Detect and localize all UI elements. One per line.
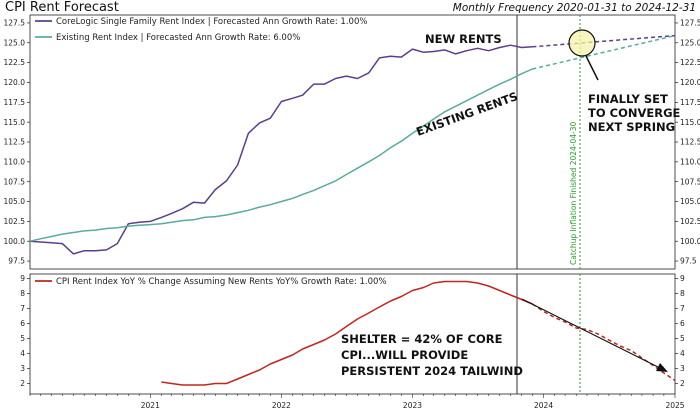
- y-tick-label-left: 117.5: [4, 98, 26, 107]
- x-tick-label: 2023: [403, 401, 422, 410]
- y-tick-label-left: 115.0: [4, 118, 26, 127]
- series-line-1: [29, 68, 533, 242]
- top-right-axis: 97.5 100.0 102.5 105.0 107.5 110.0 112.5 115.0 1…: [675, 19, 700, 266]
- y-tick-label-right: 122.5: [680, 58, 700, 67]
- convergence-highlight: [568, 29, 596, 57]
- annotation-new-rents: NEW RENTS: [425, 32, 502, 46]
- y-tick-label-right: 2: [680, 379, 685, 388]
- x-tick-label: 2024: [534, 401, 553, 410]
- y-tick-label-right: 117.5: [680, 98, 700, 107]
- y-tick-label-right: 102.5: [680, 217, 700, 226]
- y-tick-label-left: 6: [20, 319, 25, 328]
- y-tick-label-right: 112.5: [680, 138, 700, 147]
- y-tick-label-right: 100.0: [680, 237, 700, 246]
- legend-label-cpi-yoy: CPI Rent Index YoY % Change Assuming New…: [56, 277, 387, 287]
- y-tick-label-left: 102.5: [4, 217, 26, 226]
- y-tick-label-right: 127.5: [680, 19, 700, 28]
- legend-label-corelogic: CoreLogic Single Family Rent Index | For…: [56, 17, 367, 27]
- y-tick-label-right: 6: [680, 319, 685, 328]
- chart-subtitle: Monthly Frequency 2020-01-31 to 2024-12-…: [453, 2, 696, 14]
- y-tick-label-right: 115.0: [680, 118, 700, 127]
- trend-arrowhead: [656, 363, 668, 372]
- y-tick-label-left: 3: [20, 364, 25, 373]
- trend-arrow: [521, 298, 663, 370]
- y-tick-label-right: 7: [680, 304, 685, 313]
- top-series-layer: [29, 34, 676, 255]
- y-tick-label-left: 120.0: [4, 78, 26, 87]
- annotation-converge-2: TO CONVERGE: [588, 106, 681, 120]
- annotation-existing-rents: EXISTING RENTS: [414, 89, 519, 139]
- y-tick-label-left: 112.5: [4, 138, 26, 147]
- y-tick-label-left: 127.5: [4, 19, 26, 28]
- y-tick-label-left: 100.0: [4, 237, 26, 246]
- y-tick-label-right: 125.0: [680, 38, 700, 47]
- y-tick-label-left: 110.0: [4, 157, 26, 166]
- y-tick-label-left: 97.5: [8, 257, 25, 266]
- chart-title: CPI Rent Forecast: [5, 0, 119, 15]
- y-tick-label-right: 120.0: [680, 78, 700, 87]
- y-tick-label-right: 5: [680, 334, 685, 343]
- series-forecast-line-1: [532, 34, 676, 70]
- annotation-converge-1: FINALLY SET: [588, 92, 668, 106]
- y-tick-label-left: 4: [20, 349, 25, 358]
- annotation-shelter-3: PERSISTENT 2024 TAILWIND: [341, 364, 523, 378]
- legend-label-existing: Existing Rent Index | Forecasted Ann Gro…: [56, 33, 300, 43]
- bottom-panel-frame: [29, 273, 676, 395]
- y-tick-label-right: 4: [680, 349, 685, 358]
- y-tick-label-left: 107.5: [4, 177, 26, 186]
- y-tick-label-right: 9: [680, 274, 685, 283]
- catchup-marker-label: Catchup Inflation Finished 2024-04-30: [569, 121, 578, 265]
- series-line-0: [29, 44, 533, 255]
- y-tick-label-right: 107.5: [680, 177, 700, 186]
- series-forecast-line-0: [531, 303, 676, 382]
- y-tick-label-right: 97.5: [680, 257, 697, 266]
- y-tick-label-right: 8: [680, 289, 685, 298]
- y-tick-label-right: 110.0: [680, 157, 700, 166]
- y-tick-label-left: 105.0: [4, 197, 26, 206]
- series-line-0: [161, 280, 533, 386]
- x-tick-label: 2022: [272, 401, 291, 410]
- annotation-converge-3: NEXT SPRING: [588, 120, 675, 134]
- annotation-shelter-2: CPI...WILL PROVIDE: [341, 348, 468, 362]
- y-tick-label-left: 8: [20, 289, 25, 298]
- x-tick-label: 2025: [665, 401, 684, 410]
- top-legend: CoreLogic Single Family Rent Index | For…: [35, 17, 367, 43]
- x-tick-label: 2021: [141, 401, 160, 410]
- y-tick-label-left: 125.0: [4, 38, 26, 47]
- annotation-shelter-1: SHELTER = 42% OF CORE: [341, 332, 503, 346]
- top-left-axis: 97.5 100.0 102.5 105.0 107.5 110.0 112.5 115.0 1…: [4, 19, 30, 266]
- y-tick-label-left: 122.5: [4, 58, 26, 67]
- bottom-legend: CPI Rent Index YoY % Change Assuming New…: [35, 277, 387, 287]
- bottom-right-axis: 2 3 4 5 6 7 8 9: [675, 274, 685, 388]
- y-tick-label-right: 105.0: [680, 197, 700, 206]
- x-axis: 2021 2022 2023 2024 2025: [29, 394, 685, 410]
- bottom-left-axis: 2 3 4 5 6 7 8 9: [20, 274, 30, 388]
- y-tick-label-left: 9: [20, 274, 25, 283]
- y-tick-label-left: 2: [20, 379, 25, 388]
- y-tick-label-left: 5: [20, 334, 25, 343]
- bottom-series-layer: [161, 280, 676, 386]
- y-tick-label-left: 7: [20, 304, 25, 313]
- convergence-pointer: [585, 55, 599, 81]
- series-forecast-line-0: [532, 34, 676, 48]
- y-tick-label-right: 3: [680, 364, 685, 373]
